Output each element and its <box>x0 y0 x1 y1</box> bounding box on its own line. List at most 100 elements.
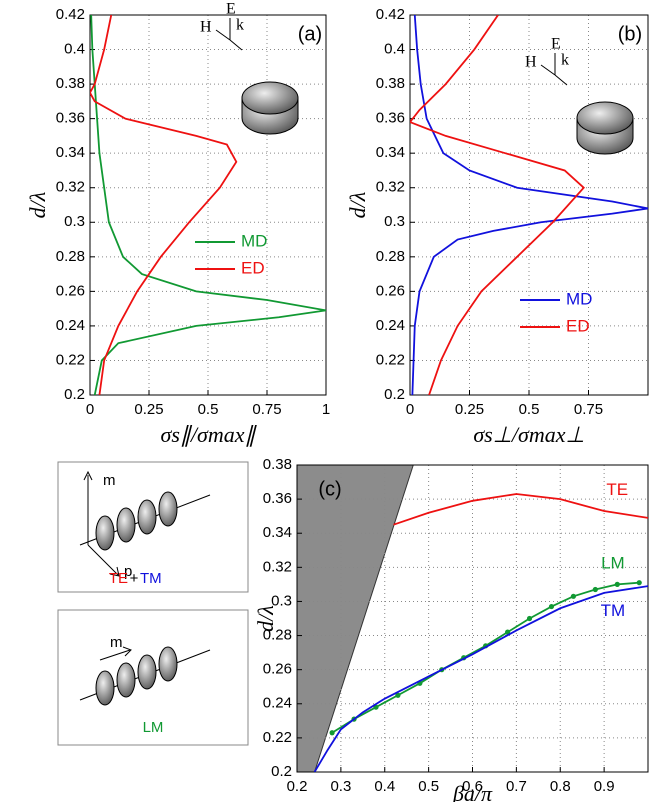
x-tick-label: 0.7 <box>506 778 527 795</box>
series-line <box>90 15 326 395</box>
y-tick-label: 0.28 <box>263 627 292 644</box>
y-tick-label: 0.28 <box>376 248 405 265</box>
x-tick-label: 1 <box>322 401 330 418</box>
x-tick-label: 0.4 <box>374 778 395 795</box>
series-label: TM <box>601 601 626 620</box>
y-tick-label: 0.24 <box>263 695 292 712</box>
y-tick-label: 0.42 <box>56 6 85 23</box>
series-marker <box>548 603 555 610</box>
y-tick-label: 0.36 <box>263 490 292 507</box>
y-tick-label: 0.28 <box>56 248 85 265</box>
inset-caption: LM <box>143 719 164 736</box>
y-tick-label: 0.42 <box>376 6 405 23</box>
series-line <box>393 493 648 526</box>
x-axis-label: σs⊥/σmax⊥ <box>473 422 584 447</box>
plot-frame <box>296 464 649 773</box>
panel-label: (c) <box>318 478 341 500</box>
inset-caption: + <box>130 570 139 587</box>
y-tick-label: 0.34 <box>263 524 292 541</box>
x-tick-label: 0.5 <box>418 778 439 795</box>
plot-frame <box>409 14 649 396</box>
y-tick-label: 0.32 <box>56 179 85 196</box>
y-tick-label: 0.22 <box>376 351 405 368</box>
series-marker <box>592 586 598 593</box>
inset-label: m <box>110 634 123 651</box>
y-tick-label: 0.2 <box>271 763 292 780</box>
field-label: H <box>525 54 537 71</box>
y-tick-label: 0.26 <box>263 661 292 678</box>
cylinder-top <box>241 81 299 115</box>
y-tick-label: 0.22 <box>56 351 85 368</box>
y-tick-label: 0.38 <box>376 75 405 92</box>
x-tick-label: 0.3 <box>330 778 351 795</box>
x-tick-label: 0.75 <box>252 401 281 418</box>
x-tick-label: 0.6 <box>462 778 483 795</box>
y-tick-label: 0.22 <box>263 729 292 746</box>
field-label: E <box>551 36 561 53</box>
x-axis-label: βa/π <box>452 781 493 802</box>
light-cone <box>297 465 414 772</box>
x-tick-label: 0.2 <box>287 778 308 795</box>
field-axis <box>229 39 243 51</box>
y-tick-label: 0.38 <box>263 456 292 473</box>
legend-label: MD <box>241 231 267 250</box>
y-tick-label: 0.3 <box>64 213 85 230</box>
light-line <box>314 464 414 773</box>
y-tick-label: 0.2 <box>64 386 85 403</box>
series-line <box>410 15 586 395</box>
series-label: TE <box>606 480 628 499</box>
field-label: E <box>226 1 236 18</box>
y-tick-label: 0.34 <box>376 144 405 161</box>
series-line <box>90 15 238 395</box>
x-tick-label: 0.5 <box>198 401 219 418</box>
series-line <box>313 585 648 772</box>
y-tick-label: 0.34 <box>56 144 85 161</box>
y-tick-label: 0.32 <box>376 179 405 196</box>
series-label: LM <box>601 553 625 572</box>
field-axis <box>554 74 568 86</box>
y-tick-label: 0.26 <box>56 282 85 299</box>
y-tick-label: 0.2 <box>384 386 405 403</box>
y-tick-label: 0.24 <box>376 317 405 334</box>
chain-drawing <box>79 470 211 577</box>
series-marker <box>614 581 620 587</box>
y-tick-label: 0.3 <box>384 213 405 230</box>
x-tick-label: 0.25 <box>455 401 484 418</box>
series-marker <box>505 629 511 635</box>
y-tick-label: 0.24 <box>56 317 85 334</box>
series-marker <box>636 580 642 586</box>
y-tick-label: 0.4 <box>384 41 405 58</box>
inset-label: m <box>103 472 116 489</box>
x-axis-label: σs∥/σmax∥ <box>160 422 257 447</box>
series-line <box>331 581 640 734</box>
series-line <box>411 15 648 395</box>
y-tick-label: 0.4 <box>64 41 85 58</box>
series-marker <box>526 615 533 622</box>
x-tick-label: 0.25 <box>134 401 163 418</box>
x-tick-label: 0 <box>406 401 414 418</box>
chain-drawing <box>79 646 211 706</box>
y-tick-label: 0.36 <box>56 110 85 127</box>
series-marker <box>329 730 335 736</box>
field-label: k <box>236 17 244 34</box>
field-axis <box>215 29 231 41</box>
legend-label: MD <box>566 289 592 308</box>
y-axis-label: d/λ <box>345 192 370 219</box>
x-tick-label: 0 <box>86 401 94 418</box>
x-tick-label: 0.8 <box>550 778 571 795</box>
panel-label: (b) <box>618 23 642 45</box>
legend-label: ED <box>241 258 265 277</box>
cylinder-top <box>576 101 634 135</box>
inset-caption: TE <box>109 570 128 587</box>
field-axis <box>540 64 556 76</box>
y-tick-label: 0.38 <box>56 75 85 92</box>
x-tick-label: 0.9 <box>594 778 615 795</box>
inset-caption: TM <box>140 570 162 587</box>
plot-frame <box>89 14 327 396</box>
series-marker <box>570 593 577 599</box>
x-tick-label: 0.5 <box>519 401 540 418</box>
series-marker <box>395 692 401 698</box>
y-tick-label: 0.32 <box>263 558 292 575</box>
y-tick-label: 0.3 <box>271 592 292 609</box>
